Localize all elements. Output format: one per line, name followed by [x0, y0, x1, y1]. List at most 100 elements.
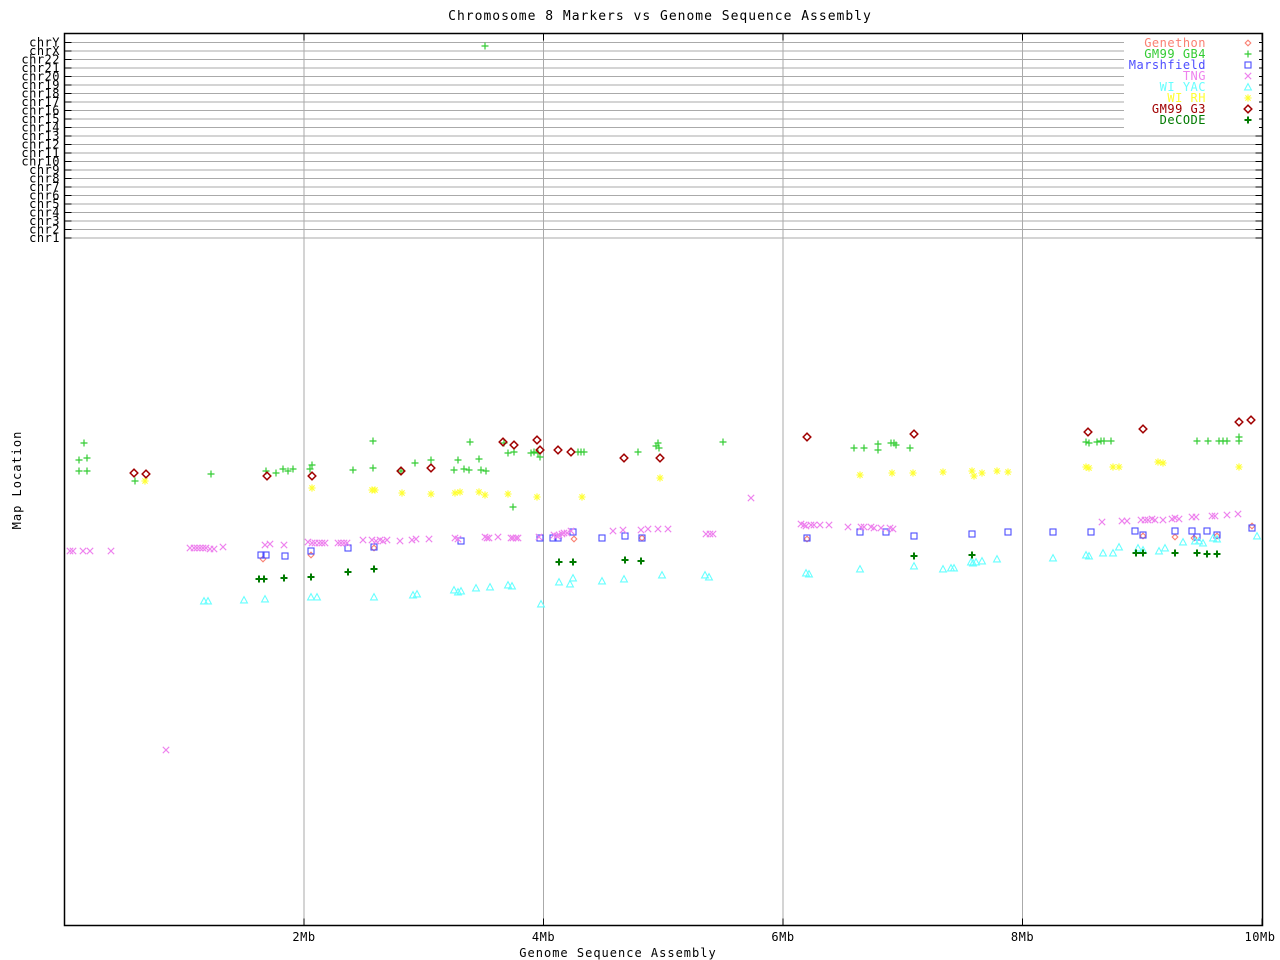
- marker-diamond: [509, 440, 519, 450]
- marker-x: [193, 544, 201, 552]
- marker-square: [1004, 528, 1012, 536]
- marker-triangle: [554, 577, 564, 586]
- marker-plus: [1213, 550, 1221, 558]
- marker-diamond: [532, 435, 542, 445]
- marker-star: [456, 488, 464, 496]
- marker-square: [910, 532, 918, 540]
- marker-plus: [1082, 438, 1090, 446]
- marker-plus: [280, 574, 288, 582]
- y-tick-chr17: chr17: [21, 95, 60, 109]
- marker-star: [1154, 458, 1162, 466]
- marker-plus: [637, 557, 645, 565]
- marker-star: [475, 488, 483, 496]
- marker-x: [162, 746, 170, 754]
- y-tick-chr22: chr22: [21, 53, 60, 67]
- marker-plus: [1107, 437, 1115, 445]
- marker-diamond: [1248, 522, 1256, 530]
- marker-triangle: [312, 592, 322, 601]
- marker-square: [1203, 527, 1211, 535]
- y-tick-chr14: chr14: [21, 121, 60, 135]
- marker-x: [609, 527, 617, 535]
- marker-plus: [1193, 437, 1201, 445]
- marker-x: [816, 521, 824, 529]
- y-tick-chr20: chr20: [21, 70, 60, 84]
- marker-diamond: [307, 471, 317, 481]
- marker-star: [1244, 94, 1252, 102]
- marker-plus: [411, 459, 419, 467]
- marker-diamond: [262, 471, 272, 481]
- marker-square: [1213, 531, 1221, 539]
- marker-plus: [1171, 549, 1179, 557]
- marker-x: [800, 521, 808, 529]
- marker-triangle: [938, 564, 948, 573]
- marker-triangle: [1114, 542, 1124, 551]
- marker-square: [638, 534, 646, 542]
- marker-plus: [475, 455, 483, 463]
- marker-x: [1159, 516, 1167, 524]
- marker-plus: [131, 477, 139, 485]
- y-tick-chr6: chr6: [29, 189, 60, 203]
- marker-plus: [874, 446, 882, 454]
- marker-x: [706, 530, 714, 538]
- legend-label-marshfield: Marshfield: [1129, 58, 1206, 72]
- marker-star: [504, 490, 512, 498]
- y-tick-chr4: chr4: [29, 206, 60, 220]
- marker-triangle: [657, 570, 667, 579]
- marker-x: [664, 525, 672, 533]
- marker-star: [939, 468, 947, 476]
- marker-diamond: [1083, 427, 1093, 437]
- y-tick-chr10: chr10: [21, 155, 60, 169]
- marker-star: [1082, 463, 1090, 471]
- marker-star: [481, 491, 489, 499]
- marker-star: [968, 467, 976, 475]
- marker-x: [1123, 517, 1131, 525]
- marker-plus: [509, 503, 517, 511]
- marker-x: [337, 539, 345, 547]
- marker-plus: [397, 467, 405, 475]
- marker-x: [889, 525, 897, 533]
- marker-square: [1049, 528, 1057, 536]
- marker-x: [454, 535, 462, 543]
- marker-square: [262, 551, 270, 559]
- legend-label-gm99-gb4: GM99 GB4: [1144, 47, 1206, 61]
- marker-star: [371, 486, 379, 494]
- marker-plus: [307, 573, 315, 581]
- marker-triangle: [1098, 548, 1108, 557]
- marker-triangle: [1084, 551, 1094, 560]
- marker-x: [860, 523, 868, 531]
- marker-x: [535, 533, 543, 541]
- marker-diamond: [566, 447, 576, 457]
- marker-plus: [1132, 549, 1140, 557]
- legend-label-tng: TNG: [1183, 69, 1206, 83]
- y-tick-chr5: chr5: [29, 197, 60, 211]
- marker-diamond: [570, 535, 578, 543]
- marker-square: [1188, 527, 1196, 535]
- legend-label-genethon: Genethon: [1144, 36, 1206, 50]
- y-tick-chr7: chr7: [29, 180, 60, 194]
- marker-plus: [1100, 437, 1108, 445]
- marker-square: [281, 552, 289, 560]
- marker-plus: [279, 465, 287, 473]
- marker-x: [210, 545, 218, 553]
- y-tick-chr8: chr8: [29, 172, 60, 186]
- marker-diamond: [396, 466, 406, 476]
- marker-x: [343, 539, 351, 547]
- marker-triangle: [1208, 533, 1218, 542]
- marker-square: [856, 528, 864, 536]
- marker-star: [308, 484, 316, 492]
- marker-x: [807, 521, 815, 529]
- marker-diamond: [802, 432, 812, 442]
- marker-diamond: [370, 544, 378, 552]
- marker-plus: [207, 470, 215, 478]
- marker-star: [888, 469, 896, 477]
- y-tick-chr12: chr12: [21, 138, 60, 152]
- marker-plus: [850, 444, 858, 452]
- marker-plus: [306, 465, 314, 473]
- marker-x: [485, 534, 493, 542]
- marker-x: [318, 539, 326, 547]
- marker-triangle: [1154, 546, 1164, 555]
- marker-x: [396, 537, 404, 545]
- marker-x: [383, 536, 391, 544]
